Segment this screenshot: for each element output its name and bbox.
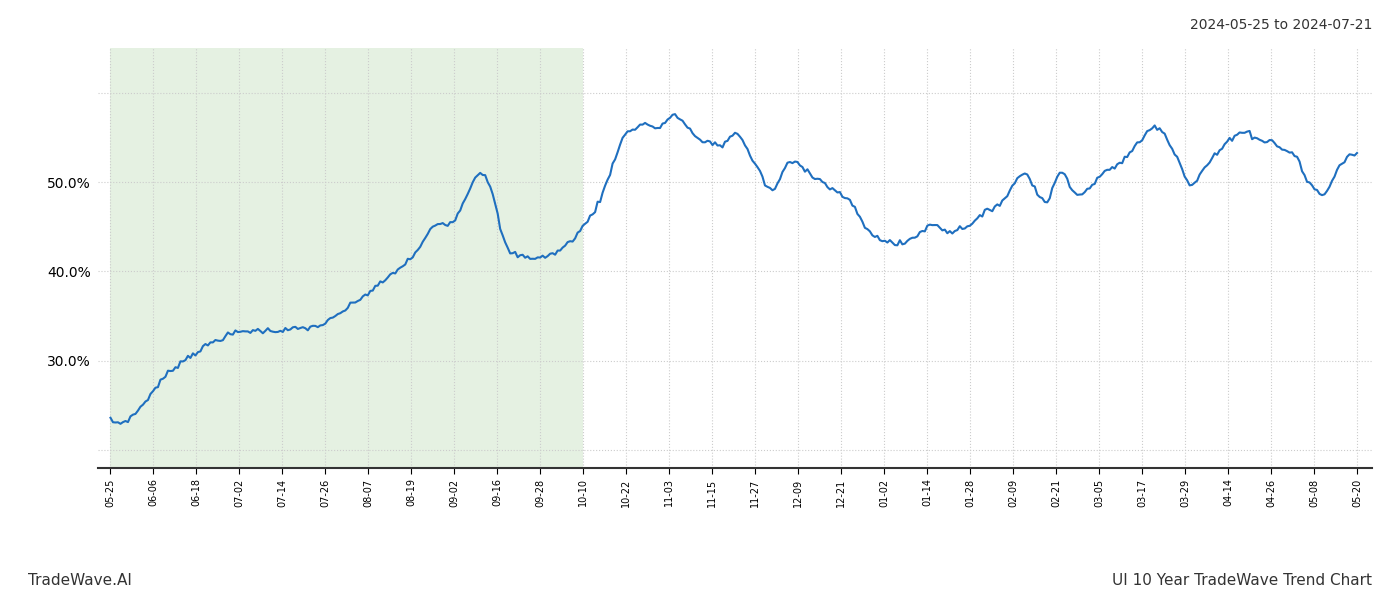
Text: 2024-05-25 to 2024-07-21: 2024-05-25 to 2024-07-21	[1190, 18, 1372, 32]
Text: UI 10 Year TradeWave Trend Chart: UI 10 Year TradeWave Trend Chart	[1112, 573, 1372, 588]
Bar	[111, 48, 584, 468]
Text: TradeWave.AI: TradeWave.AI	[28, 573, 132, 588]
